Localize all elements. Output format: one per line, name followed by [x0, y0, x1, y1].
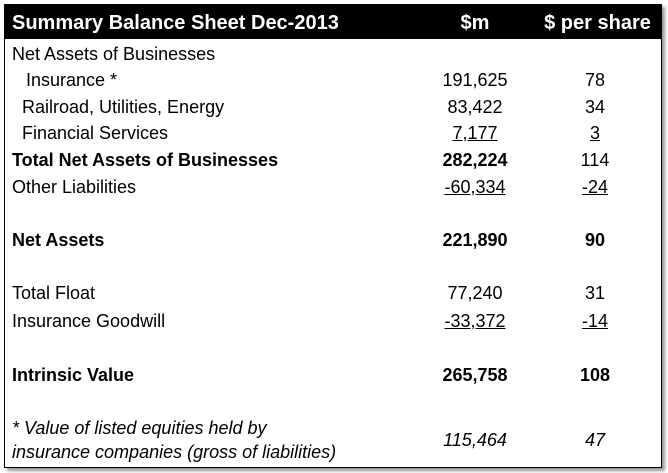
row-label: Net Assets of Businesses [12, 44, 216, 64]
cell: 34 [584, 97, 606, 117]
cell: -14 [581, 311, 608, 331]
cell: -24 [581, 177, 608, 197]
header-col: $m [460, 12, 490, 34]
row-label: Insurance * [26, 70, 118, 90]
row-label: Railroad, Utilities, Energy [22, 97, 225, 117]
cell: 108 [579, 365, 611, 385]
cell: 282,224 [442, 150, 508, 170]
cell: 114 [580, 150, 610, 170]
cell: 115,464 [443, 430, 507, 450]
cell: 90 [584, 230, 606, 250]
footnote: * Value of listed equities held by [12, 418, 267, 438]
cell: 78 [584, 70, 606, 90]
row-label: Total Float [12, 283, 96, 303]
header-bar [5, 5, 661, 39]
row-label: Total Net Assets of Businesses [12, 150, 279, 170]
cell: 221,890 [442, 230, 508, 250]
cell: 77,240 [447, 283, 503, 303]
cell: 191,625 [442, 70, 508, 90]
row-label: Intrinsic Value [12, 365, 135, 385]
footnote: insurance companies (gross of liabilitie… [12, 442, 337, 462]
table-frame [4, 4, 662, 468]
cell: 7,177 [452, 123, 498, 143]
cell: 47 [584, 430, 606, 450]
row-label: Net Assets [12, 230, 105, 250]
cell: 265,758 [442, 365, 508, 385]
cell: -33,372 [444, 311, 506, 331]
header-title: Summary Balance Sheet Dec-2013 [12, 12, 339, 34]
cell: -60,334 [444, 177, 506, 197]
cell: 83,422 [447, 97, 503, 117]
row-label: Other Liabilities [12, 177, 137, 197]
cell: 31 [584, 283, 606, 303]
row-label: Insurance Goodwill [12, 311, 166, 331]
row-label: Financial Services [22, 123, 169, 143]
header-col: $ per share [544, 12, 651, 34]
cell: 3 [589, 123, 600, 143]
